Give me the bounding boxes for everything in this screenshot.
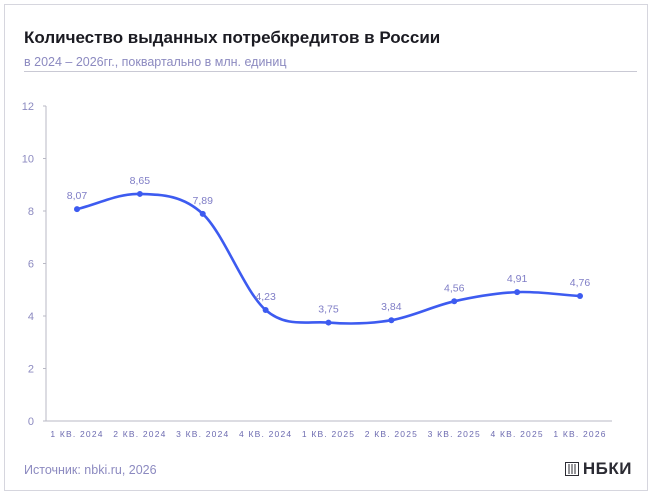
x-tick-label: 2 КВ. 2024 [113, 429, 166, 439]
data-label: 4,56 [444, 282, 465, 294]
data-point [388, 317, 395, 324]
data-point [136, 190, 143, 197]
y-tick-label: 6 [28, 259, 34, 271]
data-label: 3,75 [318, 304, 339, 316]
data-point [325, 319, 332, 326]
logo: НБКИ [564, 459, 632, 479]
data-label: 8,65 [130, 175, 151, 187]
data-point [199, 210, 206, 217]
y-tick-label: 10 [22, 154, 34, 166]
data-point [451, 298, 458, 305]
data-label: 3,84 [381, 301, 402, 313]
data-point [74, 206, 80, 213]
x-tick-label: 4 КВ. 2024 [239, 429, 292, 439]
y-tick-label: 0 [28, 416, 34, 428]
logo-text: НБКИ [582, 459, 632, 478]
y-tick-label: 8 [28, 206, 34, 218]
chart-title: Количество выданных потребкредитов в Рос… [24, 28, 441, 47]
chart-subtitle: в 2024 – 2026гг., поквартально в млн. ед… [24, 55, 287, 69]
chart-frame [4, 4, 648, 491]
data-label: 7,89 [193, 195, 214, 207]
x-tick-label: 1 КВ. 2026 [553, 429, 606, 439]
x-tick-label: 1 КВ. 2024 [50, 429, 103, 439]
x-tick-label: 2 КВ. 2025 [365, 429, 418, 439]
data-label: 8,07 [67, 190, 88, 202]
x-tick-label: 3 КВ. 2024 [176, 429, 229, 439]
title-divider [24, 71, 637, 72]
data-point [514, 289, 521, 296]
data-point [262, 306, 269, 313]
data-label: 4,76 [570, 277, 591, 289]
series-line [75, 192, 582, 325]
x-tick-label: 1 КВ. 2025 [302, 429, 355, 439]
source-note: Источник: nbki.ru, 2026 [24, 463, 157, 477]
data-point [577, 293, 583, 300]
data-label: 4,23 [255, 291, 276, 303]
y-tick-label: 12 [22, 101, 34, 113]
y-tick-label: 2 [28, 364, 34, 376]
data-label: 4,91 [507, 273, 528, 285]
y-tick-label: 4 [28, 311, 34, 323]
x-tick-label: 3 КВ. 2025 [428, 429, 481, 439]
x-tick-label: 4 КВ. 2025 [490, 429, 543, 439]
nbki-logo-icon [564, 462, 579, 476]
